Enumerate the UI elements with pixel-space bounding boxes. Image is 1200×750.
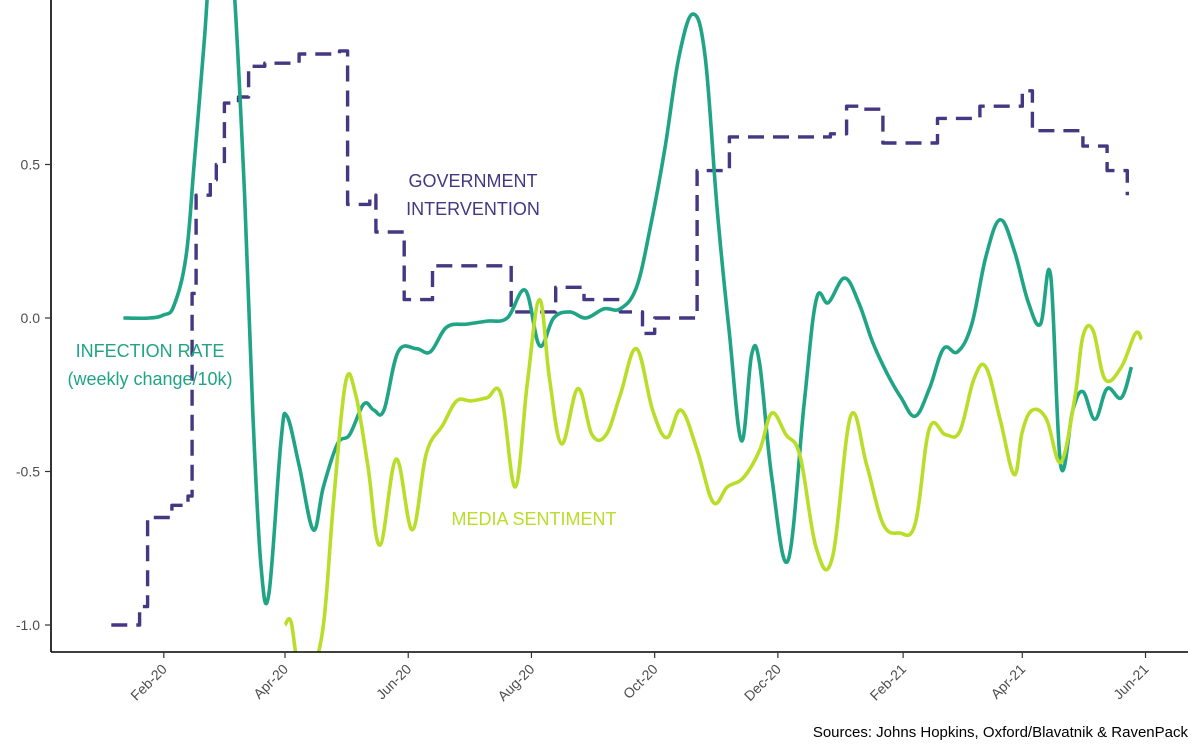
x-tick-label: Feb-21 [867, 661, 910, 704]
annotation-government: INTERVENTION [406, 199, 540, 219]
y-tick-label: -0.5 [16, 464, 40, 480]
series-layer [111, 0, 1144, 652]
source-note: Sources: Johns Hopkins, Oxford/Blavatnik… [813, 724, 1189, 741]
annotations: GOVERNMENT INTERVENTION INFECTION RATE (wee… [67, 171, 616, 529]
annotation-media: MEDIA SENTIMENT [451, 509, 616, 529]
y-axis: -1.0 -0.5 0.0 0.5 [16, 157, 51, 633]
series-line-media [283, 297, 1144, 652]
x-tick-label: Apr-20 [250, 661, 291, 702]
annotation-infection: INFECTION RATE [76, 341, 225, 361]
x-tick-label: Aug-20 [494, 661, 537, 704]
series-line-infection [123, 0, 1134, 606]
series-line-government [111, 49, 1129, 627]
annotation-government: GOVERNMENT [408, 171, 537, 191]
y-tick-label: 0.0 [21, 310, 41, 326]
y-tick-label: 0.5 [21, 157, 41, 173]
x-tick-label: Dec-20 [741, 661, 784, 704]
x-tick-label: Oct-20 [620, 661, 661, 702]
annotation-infection: (weekly change/10k) [67, 369, 232, 389]
x-tick-label: Feb-20 [127, 661, 170, 704]
x-tick-label: Jun-20 [373, 661, 415, 703]
x-tick-label: Apr-21 [987, 661, 1028, 702]
x-axis: Feb-20 Apr-20 Jun-20 Aug-20 Oct-20 Dec-20 Feb-… [127, 652, 1152, 704]
x-tick-label: Jun-21 [1110, 661, 1152, 703]
y-tick-label: -1.0 [16, 617, 40, 633]
